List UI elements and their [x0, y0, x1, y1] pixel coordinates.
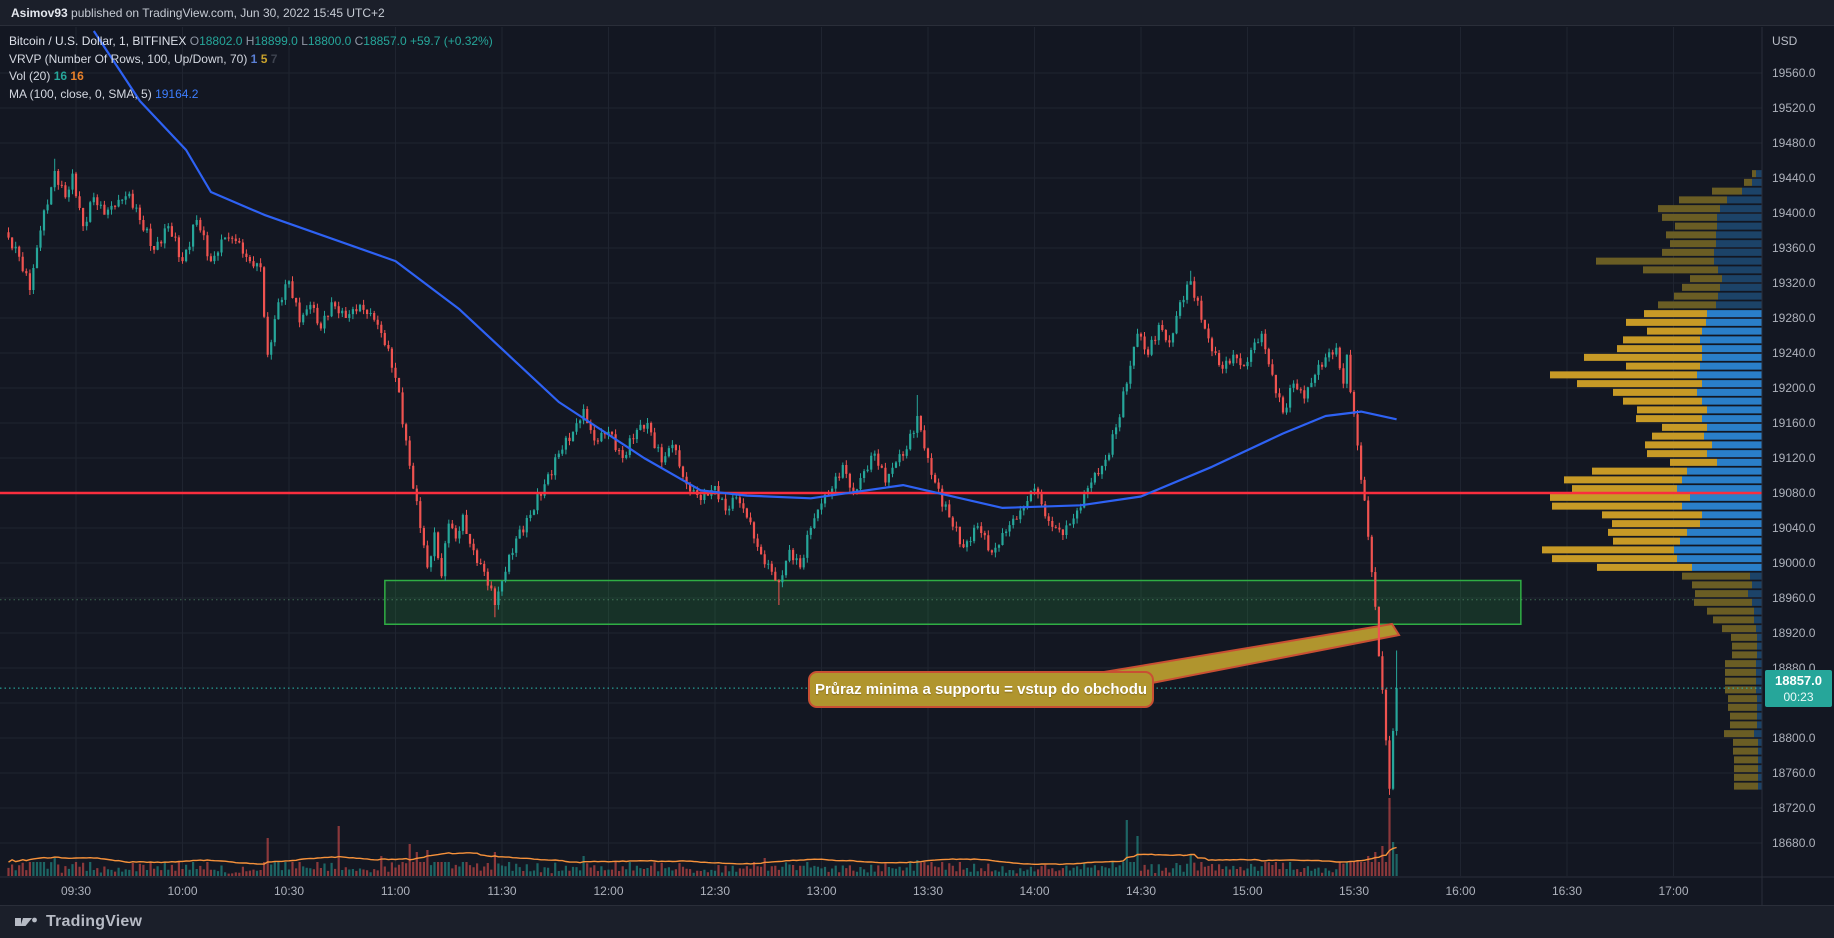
- price-tick: 18920.0: [1772, 626, 1816, 640]
- time-tick: 09:30: [60, 884, 92, 898]
- ma-value: 19164.2: [155, 86, 199, 101]
- price-tick: 18680.0: [1772, 836, 1816, 850]
- indicator-value: 16: [67, 69, 84, 83]
- last-price-value: 18857.0: [1775, 673, 1822, 688]
- ohlc-values: O18802.0 H18899.0 L18800.0 C18857.0: [190, 34, 410, 48]
- grid-lines: [0, 27, 1762, 876]
- time-tick: 16:30: [1551, 884, 1583, 898]
- time-tick: 11:00: [380, 884, 411, 898]
- price-tick: 19360.0: [1772, 241, 1816, 255]
- volume-bars-up: [14, 820, 1398, 876]
- time-tick: 12:00: [593, 884, 624, 898]
- time-tick: 15:00: [1232, 884, 1263, 898]
- change-value: +59.7 (+0.32%): [410, 34, 493, 48]
- watermark-bar: TradingView: [0, 905, 1834, 938]
- chart-legend: Bitcoin / U.S. Dollar, 1, BITFINEX O1880…: [9, 33, 493, 103]
- currency-label: USD: [1772, 34, 1798, 48]
- volume-values: 16 16: [54, 69, 84, 83]
- price-tick: 19240.0: [1772, 346, 1816, 360]
- indicator-value: 16: [53, 69, 68, 83]
- bar-countdown: 00:23: [1783, 690, 1814, 704]
- publish-author: Asimov93: [11, 6, 68, 20]
- publish-bar: Asimov93 published on TradingView.com, J…: [0, 0, 1834, 26]
- time-tick: 10:30: [273, 884, 305, 898]
- price-tick: 19000.0: [1772, 556, 1816, 570]
- ohlc-key: H: [242, 34, 255, 48]
- volume-profile-down-dim: [1596, 170, 1758, 790]
- indicator-value: 1: [250, 51, 258, 66]
- support-zone-rect[interactable]: [384, 579, 1522, 625]
- price-tick: 19480.0: [1772, 136, 1816, 150]
- price-tick: 19040.0: [1772, 521, 1816, 535]
- legend-vrvp-row[interactable]: VRVP (Number Of Rows, 100, Up/Down, 70) …: [9, 51, 493, 69]
- time-tick: 10:00: [167, 884, 198, 898]
- price-tick: 19120.0: [1772, 451, 1816, 465]
- time-axis[interactable]: 09:30 10:00 10:30 11:00 11:30 12:00 12:30 13:00…: [0, 877, 1834, 905]
- ma-line: [92, 30, 1397, 509]
- price-tick: 19520.0: [1772, 101, 1816, 115]
- ohlc-value: 18899.0: [254, 34, 298, 48]
- price-tick: 18800.0: [1772, 731, 1816, 745]
- legend-symbol-row[interactable]: Bitcoin / U.S. Dollar, 1, BITFINEX O1880…: [9, 33, 493, 51]
- volume-profile-up: [1674, 310, 1762, 571]
- volume-profile-down: [1542, 310, 1717, 571]
- legend-volume-row[interactable]: Vol (20) 16 16: [9, 68, 493, 86]
- price-tick: 18960.0: [1772, 591, 1816, 605]
- volume-ma-line: [8, 846, 1397, 866]
- tradingview-wordmark: TradingView: [46, 913, 143, 930]
- volume-bars-down: [7, 798, 1391, 876]
- ma-label: MA (100, close, 0, SMA, 5): [9, 86, 152, 101]
- price-tick: 19320.0: [1772, 276, 1816, 290]
- time-tick: 13:30: [912, 884, 944, 898]
- price-tick: 18720.0: [1772, 801, 1816, 815]
- volume-profile-up-dim: [1714, 170, 1762, 790]
- time-tick: 15:30: [1338, 884, 1370, 898]
- callout-label[interactable]: Průraz minima a supportu = vstup do obch…: [808, 671, 1154, 708]
- tradingview-logo-icon: [15, 917, 37, 926]
- candles-up: [14, 158, 1398, 791]
- legend-ma-row[interactable]: MA (100, close, 0, SMA, 5) 19164.2: [9, 86, 493, 104]
- time-tick: 14:00: [1019, 884, 1050, 898]
- ohlc-key: C: [351, 34, 364, 48]
- vrvp-label: VRVP (Number Of Rows, 100, Up/Down, 70): [9, 51, 248, 66]
- price-tick: 18760.0: [1772, 766, 1816, 780]
- time-tick: 16:00: [1445, 884, 1476, 898]
- time-tick: 13:00: [806, 884, 837, 898]
- last-price-label: 18857.0 00:23: [1765, 670, 1832, 707]
- time-tick: 12:30: [699, 884, 731, 898]
- publish-info: published on TradingView.com, Jun 30, 20…: [67, 6, 385, 20]
- ohlc-key: L: [297, 34, 308, 48]
- price-tick: 19080.0: [1772, 486, 1816, 500]
- price-tick: 19440.0: [1772, 171, 1816, 185]
- price-tick: 19400.0: [1772, 206, 1816, 220]
- price-tick: 19560.0: [1772, 66, 1816, 80]
- volume-label: Vol (20): [9, 69, 51, 83]
- price-tick: 19160.0: [1772, 416, 1816, 430]
- callout-text: Průraz minima a supportu = vstup do obch…: [814, 681, 1148, 698]
- time-tick: 17:00: [1658, 884, 1689, 898]
- indicator-value: 7: [267, 51, 278, 66]
- ohlc-value: 18802.0: [199, 34, 243, 48]
- ohlc-value: 18857.0: [363, 34, 407, 48]
- symbol-title: Bitcoin / U.S. Dollar, 1, BITFINEX: [9, 34, 187, 48]
- time-tick: 14:30: [1125, 884, 1157, 898]
- ohlc-key: O: [189, 34, 200, 48]
- vrvp-values: 1 5 7: [251, 52, 278, 66]
- price-tick: 19200.0: [1772, 381, 1816, 395]
- indicator-value: 5: [257, 51, 268, 66]
- price-tick: 19280.0: [1772, 311, 1816, 325]
- ohlc-value: 18800.0: [307, 34, 352, 48]
- price-axis[interactable]: USD 19560.0 19520.0 19480.0 19440.0 19400.0 1…: [1763, 27, 1834, 877]
- time-tick: 11:30: [487, 884, 517, 898]
